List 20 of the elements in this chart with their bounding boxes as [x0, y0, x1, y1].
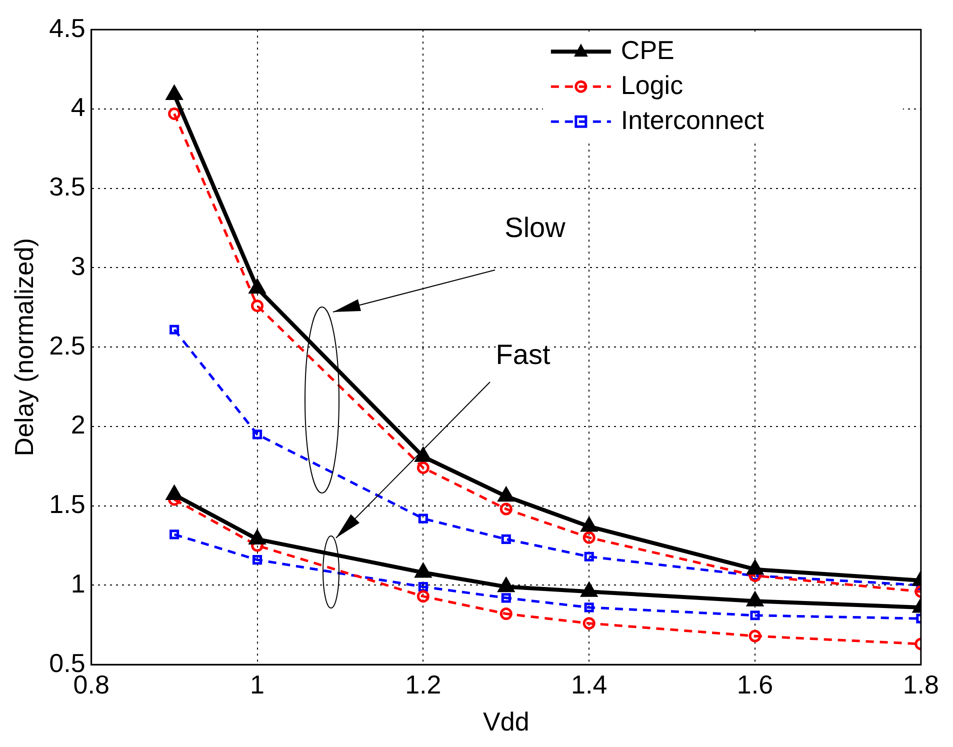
x-tick-label: 1.6	[736, 669, 774, 700]
x-tick-label: 1.4	[571, 669, 608, 700]
y-axis-title: Delay (normalized)	[8, 238, 39, 456]
y-tick-label: 1	[70, 568, 86, 598]
y-tick-label: 3.5	[49, 172, 86, 202]
y-tick-label: 4.5	[49, 12, 86, 43]
legend-label: CPE	[620, 34, 674, 65]
x-axis-title: Vdd	[483, 706, 530, 737]
x-tick-label: 1.2	[405, 669, 442, 700]
x-tick-label: 1	[250, 669, 264, 700]
y-tick-label: 1.5	[49, 489, 86, 520]
y-tick-label: 3	[70, 250, 86, 281]
legend-label: Interconnect	[620, 104, 765, 135]
annotation: Fast	[496, 339, 550, 370]
legend-label: Logic	[620, 70, 684, 100]
annotation: Slow	[504, 212, 566, 243]
y-tick-label: 2.5	[49, 330, 86, 360]
x-tick-label: 1.8	[902, 669, 940, 700]
y-tick-label: 4	[70, 92, 86, 122]
y-tick-label: 2	[70, 410, 86, 440]
